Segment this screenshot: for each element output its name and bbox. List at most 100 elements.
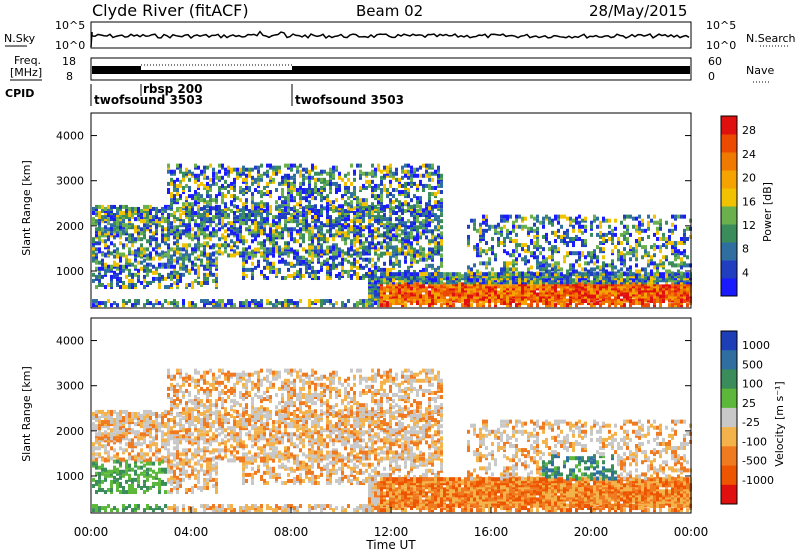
station-title: Clyde River (fitACF) [92, 1, 249, 20]
power-cell [500, 228, 503, 233]
power-cell [119, 217, 122, 222]
power-cell [185, 173, 188, 178]
power-cell [350, 200, 353, 205]
power-cell [455, 286, 458, 291]
power-cell [392, 206, 395, 211]
power-cell [524, 216, 527, 221]
power-cell [395, 282, 398, 287]
power-cell [374, 173, 377, 178]
power-cell [629, 292, 632, 297]
power-cell [551, 263, 554, 268]
power-cell [395, 249, 398, 254]
power-cell [155, 211, 158, 216]
power-cell [521, 292, 524, 297]
power-cell [620, 292, 623, 297]
power-cell [200, 231, 203, 236]
power-cell [242, 249, 245, 254]
power-cell [98, 241, 101, 246]
power-cell [260, 211, 263, 216]
power-cell [140, 237, 143, 242]
power-cell [620, 301, 623, 306]
power-cell [191, 215, 194, 220]
power-cell [407, 225, 410, 230]
power-cell [614, 290, 617, 295]
power-cell [218, 299, 221, 304]
power-cell [440, 298, 443, 303]
power-cell [221, 299, 224, 304]
power-cell [203, 223, 206, 228]
power-cell [263, 253, 266, 258]
power-cell [650, 218, 653, 223]
power-cell [188, 268, 191, 273]
power-cell [662, 243, 665, 248]
power-cell [503, 263, 506, 268]
power-cell [239, 251, 242, 256]
power-cell [380, 292, 383, 297]
power-cell [494, 301, 497, 306]
power-cell [380, 288, 383, 293]
power-cell [320, 267, 323, 272]
power-cell [548, 216, 551, 221]
power-cell [641, 292, 644, 297]
power-cell [161, 208, 164, 213]
power-cell [422, 183, 425, 188]
power-cell [659, 272, 662, 277]
power-cell [116, 266, 119, 271]
power-cell [584, 216, 587, 221]
power-cell [113, 270, 116, 275]
power-cell [401, 211, 404, 216]
power-cell [596, 290, 599, 295]
power-cell [293, 303, 296, 308]
power-cell [350, 239, 353, 244]
power-cell [395, 290, 398, 295]
power-cell [599, 288, 602, 293]
power-cell [584, 267, 587, 272]
power-cell [272, 245, 275, 250]
power-cell [404, 278, 407, 283]
power-cell [563, 214, 566, 219]
power-cell [500, 298, 503, 303]
power-cell [644, 303, 647, 308]
power-cell [548, 276, 551, 281]
power-cell [512, 292, 515, 297]
power-cell [116, 213, 119, 218]
power-cell [224, 171, 227, 176]
power-cell [110, 215, 113, 220]
power-cell [362, 202, 365, 207]
power-cell [152, 206, 155, 211]
power-cell [395, 286, 398, 291]
power-cell [308, 263, 311, 268]
power-cell [416, 183, 419, 188]
power-cell [440, 175, 443, 180]
power-cell [230, 221, 233, 226]
power-cell [521, 301, 524, 306]
power-cell [515, 296, 518, 301]
power-cell [398, 208, 401, 213]
power-cell [233, 167, 236, 172]
power-cell [194, 213, 197, 218]
nave-label: Nave [746, 64, 774, 77]
power-cell [503, 276, 506, 281]
power-cell [440, 247, 443, 252]
power-cell [428, 200, 431, 205]
power-cell [506, 284, 509, 289]
power-cell [428, 255, 431, 260]
power-cell [464, 301, 467, 306]
power-cell [563, 303, 566, 308]
power-cell [422, 286, 425, 291]
power-cell [506, 276, 509, 281]
power-cell [419, 284, 422, 289]
power-cell [395, 253, 398, 258]
power-cell [416, 276, 419, 281]
power-cell [512, 278, 515, 283]
power-cell [287, 208, 290, 213]
power-cell [413, 299, 416, 304]
power-cell [344, 223, 347, 228]
power-cell [428, 282, 431, 287]
power-cell [209, 256, 212, 261]
power-cell [530, 303, 533, 308]
power-cell [260, 177, 263, 182]
power-cell [485, 261, 488, 266]
power-cell [581, 301, 584, 306]
power-cell [254, 227, 257, 232]
